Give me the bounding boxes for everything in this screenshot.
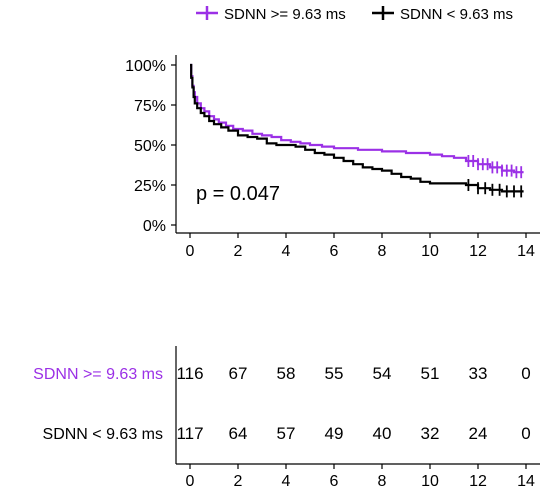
p-value-annotation: p = 0.047 — [196, 183, 280, 205]
legend: SDNN >= 9.63 ms SDNN < 9.63 ms — [196, 6, 513, 23]
risk-x-ticks: 0 2 4 6 8 10 12 14 — [186, 464, 535, 490]
risk-count: 24 — [469, 424, 488, 443]
x-tick-label: 14 — [517, 243, 535, 260]
x-tick-label: 6 — [330, 243, 339, 260]
risk-count: 33 — [469, 364, 488, 383]
risk-x-tick-label: 14 — [517, 473, 535, 490]
risk-x-tick-label: 0 — [186, 473, 195, 490]
risk-count: 54 — [373, 364, 392, 383]
risk-count: 51 — [421, 364, 440, 383]
risk-count: 55 — [325, 364, 344, 383]
x-tick-label: 8 — [378, 243, 387, 260]
risk-count: 0 — [521, 364, 530, 383]
x-tick-label: 4 — [282, 243, 291, 260]
risk-x-tick-label: 8 — [378, 473, 387, 490]
survival-plot: 0% 25% 50% 75% 100% 0 2 4 6 8 10 12 14 p = 0.047 — [125, 55, 540, 260]
x-tick-label: 0 — [186, 243, 195, 260]
legend-item-low: SDNN < 9.63 ms — [372, 6, 513, 23]
risk-count: 49 — [325, 424, 344, 443]
x-tick-label: 2 — [234, 243, 243, 260]
x-tick-label: 10 — [421, 243, 439, 260]
risk-row-label: SDNN < 9.63 ms — [43, 426, 163, 443]
legend-label-high: SDNN >= 9.63 ms — [224, 6, 346, 23]
risk-count: 0 — [521, 424, 530, 443]
risk-rows: SDNN >= 9.63 ms 116 67 58 55 54 51 33 0 SDNN < 9.… — [33, 364, 531, 443]
y-tick-label: 75% — [134, 98, 166, 115]
risk-x-tick-label: 4 — [282, 473, 291, 490]
risk-count: 57 — [277, 424, 296, 443]
risk-count: 32 — [421, 424, 440, 443]
survival-curve-1 — [190, 63, 524, 193]
y-tick-label: 100% — [125, 58, 166, 75]
risk-count: 64 — [229, 424, 248, 443]
risk-count: 40 — [373, 424, 392, 443]
risk-count: 116 — [176, 364, 203, 383]
risk-x-tick-label: 12 — [469, 473, 487, 490]
risk-x-tick-label: 6 — [330, 473, 339, 490]
risk-count: 58 — [277, 364, 296, 383]
y-tick-label: 0% — [143, 218, 166, 235]
risk-count: 117 — [176, 424, 203, 443]
y-tick-label: 25% — [134, 178, 166, 195]
risk-count: 67 — [229, 364, 248, 383]
survival-series — [190, 63, 524, 198]
legend-item-high: SDNN >= 9.63 ms — [196, 6, 346, 23]
legend-label-low: SDNN < 9.63 ms — [400, 6, 513, 23]
x-ticks: 0 2 4 6 8 10 12 14 — [186, 233, 535, 260]
risk-table: 0 2 4 6 8 10 12 14 SDNN >= 9.63 ms 116 67 58 55 54 51… — [33, 346, 540, 490]
x-tick-label: 12 — [469, 243, 487, 260]
risk-x-tick-label: 10 — [421, 473, 439, 490]
y-tick-label: 50% — [134, 138, 166, 155]
risk-row-label: SDNN >= 9.63 ms — [33, 366, 163, 383]
y-ticks: 0% 25% 50% 75% 100% — [125, 58, 176, 235]
risk-x-tick-label: 2 — [234, 473, 243, 490]
